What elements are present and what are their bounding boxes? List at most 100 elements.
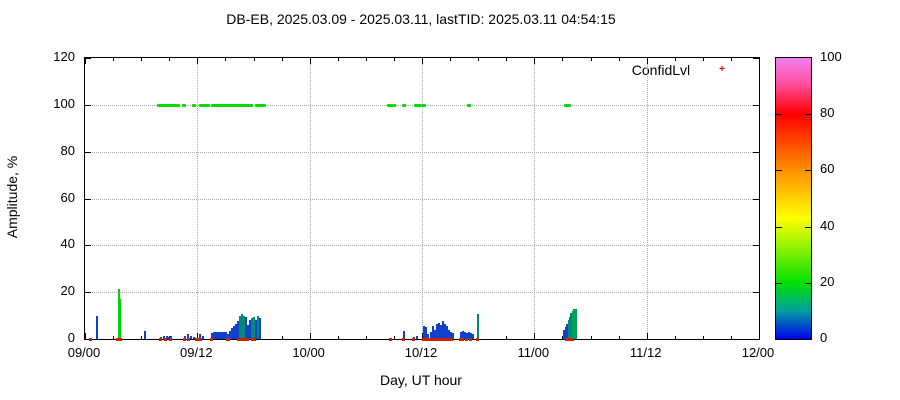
x-tick <box>113 336 115 339</box>
amplitude-bar <box>222 331 225 339</box>
confidence-dot <box>191 103 196 107</box>
baseline-mark <box>226 338 231 341</box>
amplitude-bar <box>119 299 122 339</box>
x-tick <box>759 58 760 64</box>
x-tick <box>309 58 311 64</box>
amplitude-bar <box>245 316 247 339</box>
baseline-mark <box>437 338 441 341</box>
amplitude-bar <box>246 324 249 339</box>
amplitude-bar <box>441 321 444 339</box>
amplitude-bar <box>240 314 243 339</box>
amplitude-bar <box>117 288 120 339</box>
confidence-dot <box>261 103 266 107</box>
x-tick <box>365 336 367 339</box>
baseline-mark <box>186 338 190 341</box>
x-tick <box>590 58 592 61</box>
x-tick <box>393 336 395 339</box>
amplitude-bar <box>186 334 189 339</box>
baseline-mark <box>434 338 438 341</box>
x-tick <box>253 58 255 61</box>
colorbar-tick <box>776 170 782 172</box>
colorbar-tick-label: 20 <box>820 273 835 289</box>
amplitude-bar <box>564 327 567 339</box>
x-tick <box>702 336 704 339</box>
colorbar-tick <box>805 226 811 228</box>
legend-label: ConfidLvl <box>631 62 691 78</box>
baseline-mark <box>183 338 187 341</box>
x-tick <box>337 58 339 61</box>
x-tick <box>85 58 86 64</box>
chart-title: DB-EB, 2025.03.09 - 2025.03.11, lastTID:… <box>226 11 616 27</box>
amplitude-bar <box>256 315 259 339</box>
x-tick <box>337 336 339 339</box>
y-tick-label: 60 <box>60 189 75 205</box>
amplitude-bar <box>236 321 239 339</box>
amplitude-bar <box>224 331 227 339</box>
y-tick-label: 0 <box>67 330 75 345</box>
x-tick <box>281 58 283 61</box>
amplitude-bar <box>214 331 217 339</box>
y-tick <box>85 245 91 247</box>
x-tick <box>590 336 592 339</box>
x-tick <box>113 58 115 61</box>
baseline-mark <box>446 338 450 341</box>
baseline-mark <box>168 338 172 341</box>
y-gridline <box>85 151 759 153</box>
amplitude-bar <box>249 320 252 339</box>
amplitude-bar <box>463 331 466 339</box>
confidence-dot <box>245 103 250 107</box>
colorbar-tick <box>776 282 782 284</box>
baseline-mark <box>469 338 472 341</box>
amplitude-bar <box>429 331 432 339</box>
amplitude-bar <box>239 315 242 339</box>
x-tick <box>422 333 423 339</box>
x-tick <box>422 58 423 64</box>
x-tick-label: 12/00 <box>741 345 775 360</box>
x-tick <box>674 336 676 339</box>
x-tick <box>562 58 564 61</box>
y-tick <box>85 292 91 294</box>
amplitude-bar <box>192 336 195 339</box>
baseline-mark <box>421 338 426 341</box>
amplitude-bar <box>255 320 258 339</box>
amplitude-bar <box>170 336 173 339</box>
amplitude-bar <box>258 317 261 339</box>
amplitude-bar <box>218 331 221 339</box>
baseline-mark <box>431 338 435 341</box>
x-tick <box>393 58 395 61</box>
baseline-mark <box>116 338 122 341</box>
confidence-dot <box>392 103 396 107</box>
amplitude-bar <box>437 322 440 339</box>
x-tick-label: 09/12 <box>180 345 213 360</box>
amplitude-bar <box>226 334 229 339</box>
y-tick <box>85 104 91 106</box>
x-tick-label: 11/12 <box>629 345 662 360</box>
colorbar-tick-label: 60 <box>820 161 835 177</box>
confidence-dot <box>421 103 426 107</box>
amplitude-bar <box>433 329 436 339</box>
colorbar-tick <box>776 226 782 228</box>
baseline-mark <box>425 338 429 341</box>
amplitude-bar <box>234 323 237 339</box>
amplitude-bar <box>461 330 464 339</box>
confidence-dot <box>566 103 571 107</box>
x-tick <box>141 58 143 61</box>
amplitude-bar <box>465 333 468 339</box>
baseline-mark <box>236 338 249 341</box>
x-tick <box>478 58 480 61</box>
amplitude-bar <box>159 336 162 339</box>
y-tick-label: 80 <box>60 142 75 158</box>
amplitude-bar <box>202 335 205 339</box>
x-tick <box>759 333 760 339</box>
x-tick <box>85 333 86 339</box>
x-tick <box>197 333 199 339</box>
baseline-mark <box>198 338 202 341</box>
baseline-mark <box>88 338 92 341</box>
x-tick <box>674 58 676 61</box>
colorbar-tick <box>805 282 811 284</box>
x-tick <box>618 58 620 61</box>
x-tick <box>534 333 536 339</box>
baseline-mark <box>401 338 405 341</box>
x-axis-label: Day, UT hour <box>380 372 462 388</box>
